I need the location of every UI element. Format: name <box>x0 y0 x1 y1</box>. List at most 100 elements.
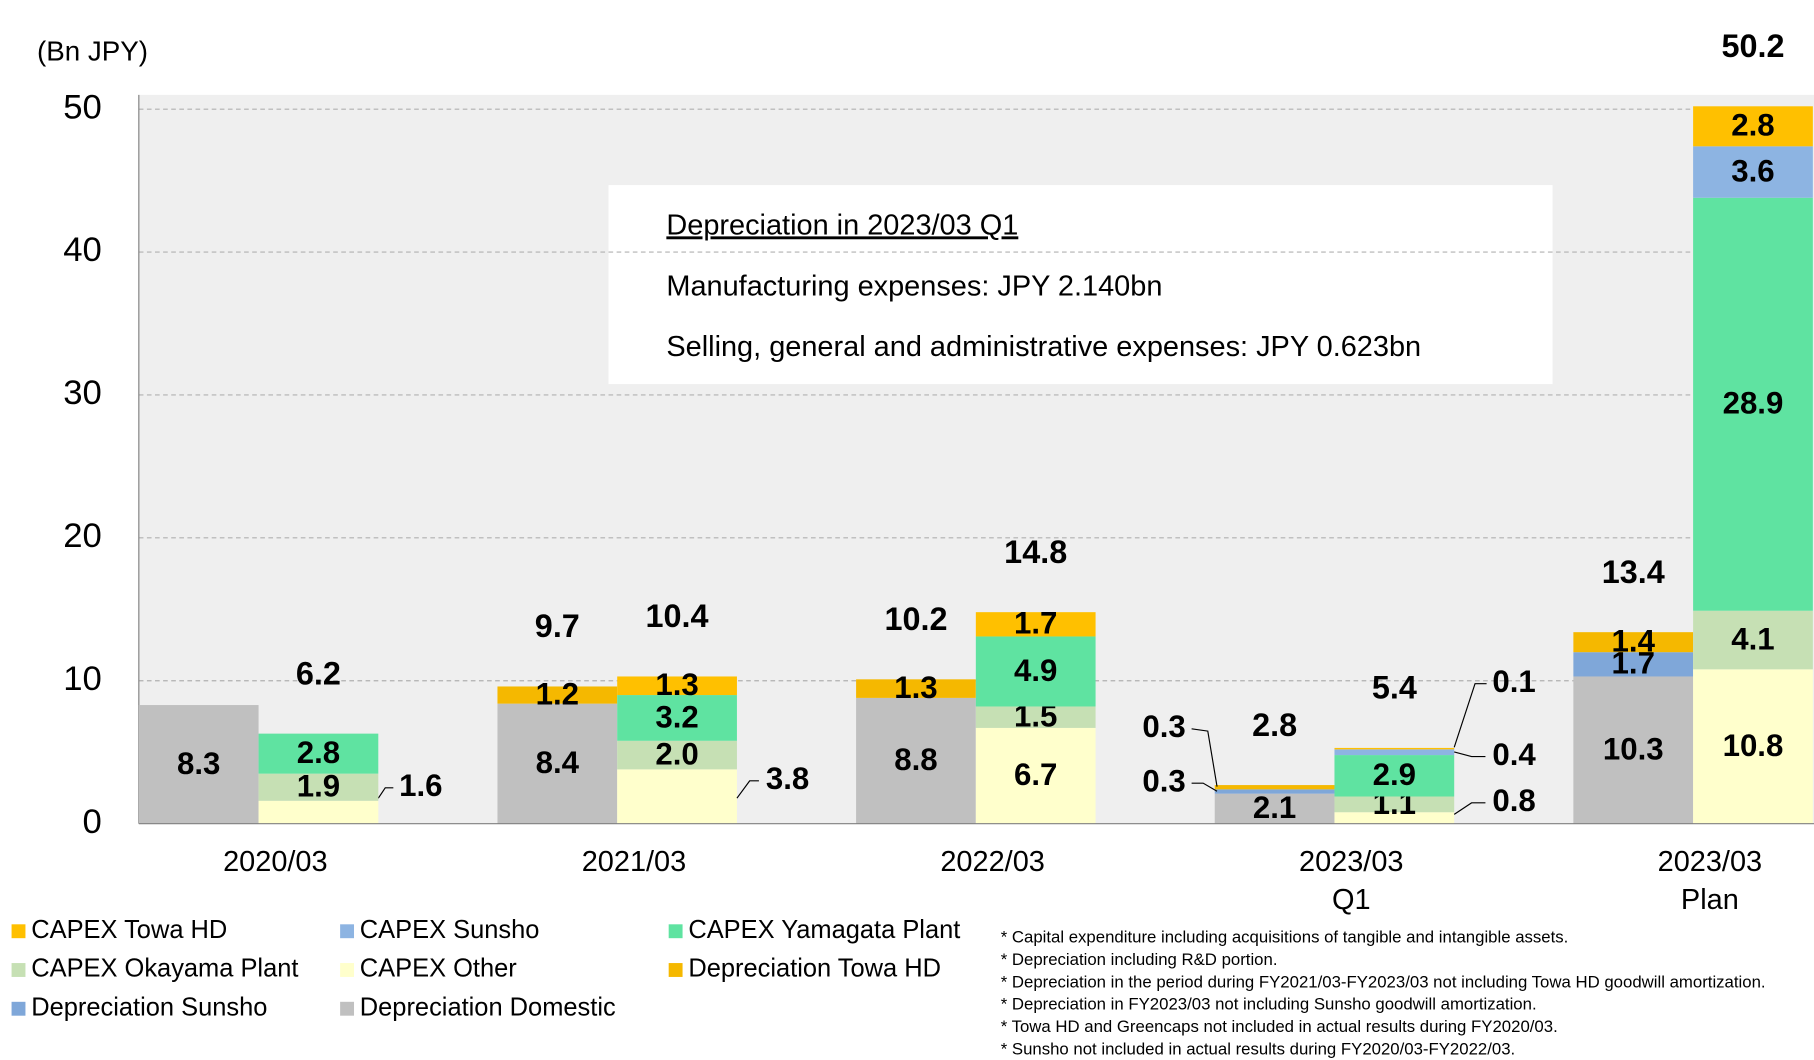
annotation-box <box>608 185 1553 385</box>
bar-segment <box>1334 812 1455 824</box>
data-label: 1.7 <box>1014 606 1057 641</box>
footnote: * Sunsho not included in actual results … <box>1001 1039 1515 1058</box>
total-label: 5.4 <box>1372 670 1417 706</box>
bar-segment <box>617 695 737 741</box>
data-label: 1.4 <box>1612 624 1656 659</box>
data-label: 3.8 <box>766 761 809 796</box>
total-label: 10.4 <box>646 598 709 634</box>
y-tick-label: 10 <box>63 660 102 698</box>
x-tick-line: Plan <box>1681 884 1739 916</box>
bar-segment <box>497 703 618 824</box>
bar-segment <box>1334 747 1455 750</box>
bar-segment <box>617 740 737 770</box>
y-tick-label: 50 <box>63 88 102 126</box>
bar-segment <box>258 800 379 824</box>
bar-segment <box>1214 793 1335 824</box>
legend-label: CAPEX Yamagata Plant <box>688 916 960 944</box>
y-tick-label: 20 <box>63 517 102 555</box>
data-label: 6.7 <box>1014 757 1057 792</box>
x-tick-line: Q1 <box>1332 884 1371 916</box>
legend-swatch <box>11 924 26 939</box>
data-label: 3.6 <box>1731 153 1774 188</box>
data-label: 0.8 <box>1492 783 1535 818</box>
legend-label: Depreciation Domestic <box>360 993 616 1021</box>
data-label: 1.3 <box>655 667 698 702</box>
bar-segment <box>856 679 976 698</box>
x-tick-line: 2021/03 <box>582 846 687 878</box>
data-label: 3.2 <box>655 699 698 734</box>
leader-line <box>377 787 394 799</box>
y-tick-label: 40 <box>63 231 102 269</box>
data-label: 1.9 <box>297 769 340 804</box>
data-label: 0.4 <box>1492 737 1536 772</box>
x-tick-line: 2023/03 <box>1299 846 1404 878</box>
bar-segment <box>975 636 1096 707</box>
x-tick-label: 2023/03 Plan <box>1658 846 1763 916</box>
legend-label: CAPEX Towa HD <box>31 916 227 944</box>
leader-line <box>1453 683 1487 748</box>
legend-swatch <box>668 924 683 939</box>
legend-label: Depreciation Towa HD <box>688 955 941 983</box>
bar-segment <box>1693 106 1813 147</box>
footnote: * Towa HD and Greencaps not included in … <box>1001 1017 1558 1036</box>
bar-segment <box>1693 669 1813 824</box>
bar-segment <box>1693 146 1813 198</box>
total-label: 50.2 <box>1721 28 1784 64</box>
bar-segment <box>1573 652 1694 677</box>
bar-segment <box>1573 632 1694 653</box>
unit-label: (Bn JPY) <box>37 36 148 67</box>
total-label: 10.2 <box>884 601 947 637</box>
x-tick-label: 2021/03 <box>582 846 687 878</box>
leader-line <box>1454 751 1486 758</box>
bar-segment <box>138 705 259 824</box>
bar-segment <box>975 706 1096 728</box>
bar-segment <box>1334 749 1455 756</box>
legend-swatch <box>340 1001 355 1016</box>
footnote: * Capital expenditure including acquisit… <box>1001 928 1569 947</box>
x-tick-line: 2023/03 <box>1658 846 1763 878</box>
bar-segment <box>1214 785 1335 790</box>
data-label: 2.0 <box>655 736 698 771</box>
annotation-line: Selling, general and administrative expe… <box>666 331 1421 363</box>
total-label: 9.7 <box>535 608 580 644</box>
data-label: 4.1 <box>1731 621 1774 656</box>
data-label: 0.3 <box>1142 763 1185 798</box>
x-tick-label: 2023/03 Q1 <box>1299 846 1404 916</box>
data-label: 1.6 <box>399 768 442 803</box>
total-label: 6.2 <box>296 655 341 691</box>
bar-segment <box>1573 676 1694 824</box>
legend-swatch <box>340 963 355 977</box>
x-tick-label: 2022/03 <box>940 846 1045 878</box>
data-label: 8.8 <box>894 742 937 777</box>
footnote: * Depreciation including R&D portion. <box>1001 950 1278 969</box>
legend-label: Depreciation Sunsho <box>31 993 267 1021</box>
x-tick-line: 2020/03 <box>223 846 328 878</box>
x-tick-line: 2022/03 <box>940 846 1045 878</box>
data-label: 1.3 <box>894 670 937 705</box>
leader-line <box>1453 802 1486 815</box>
legend-label: CAPEX Okayama Plant <box>31 955 298 983</box>
legend-swatch <box>11 963 26 977</box>
leader-line <box>1191 782 1218 792</box>
legend-label: CAPEX Other <box>360 955 517 983</box>
data-label: 0.1 <box>1492 664 1535 699</box>
y-tick-label: 30 <box>63 374 102 412</box>
legend-swatch <box>668 963 683 977</box>
data-label: 8.3 <box>177 746 220 781</box>
data-label: 0.3 <box>1142 709 1185 744</box>
bar-segment <box>258 773 379 801</box>
bar-segment <box>1334 796 1455 813</box>
legend-label: CAPEX Sunsho <box>360 916 540 944</box>
bar-segment <box>975 727 1096 824</box>
y-tick-label: 0 <box>83 803 102 841</box>
legend-swatch <box>340 924 355 939</box>
data-label: 8.4 <box>536 745 580 780</box>
data-label: 2.8 <box>1731 108 1774 143</box>
annotation-title: Depreciation in 2023/03 Q1 <box>666 209 1018 241</box>
annotation-line: Manufacturing expenses: JPY 2.140bn <box>666 271 1162 303</box>
bar-segment <box>258 733 379 774</box>
total-label: 13.4 <box>1602 554 1665 590</box>
bar-segment <box>1693 197 1813 611</box>
legend-swatch <box>11 1001 26 1016</box>
